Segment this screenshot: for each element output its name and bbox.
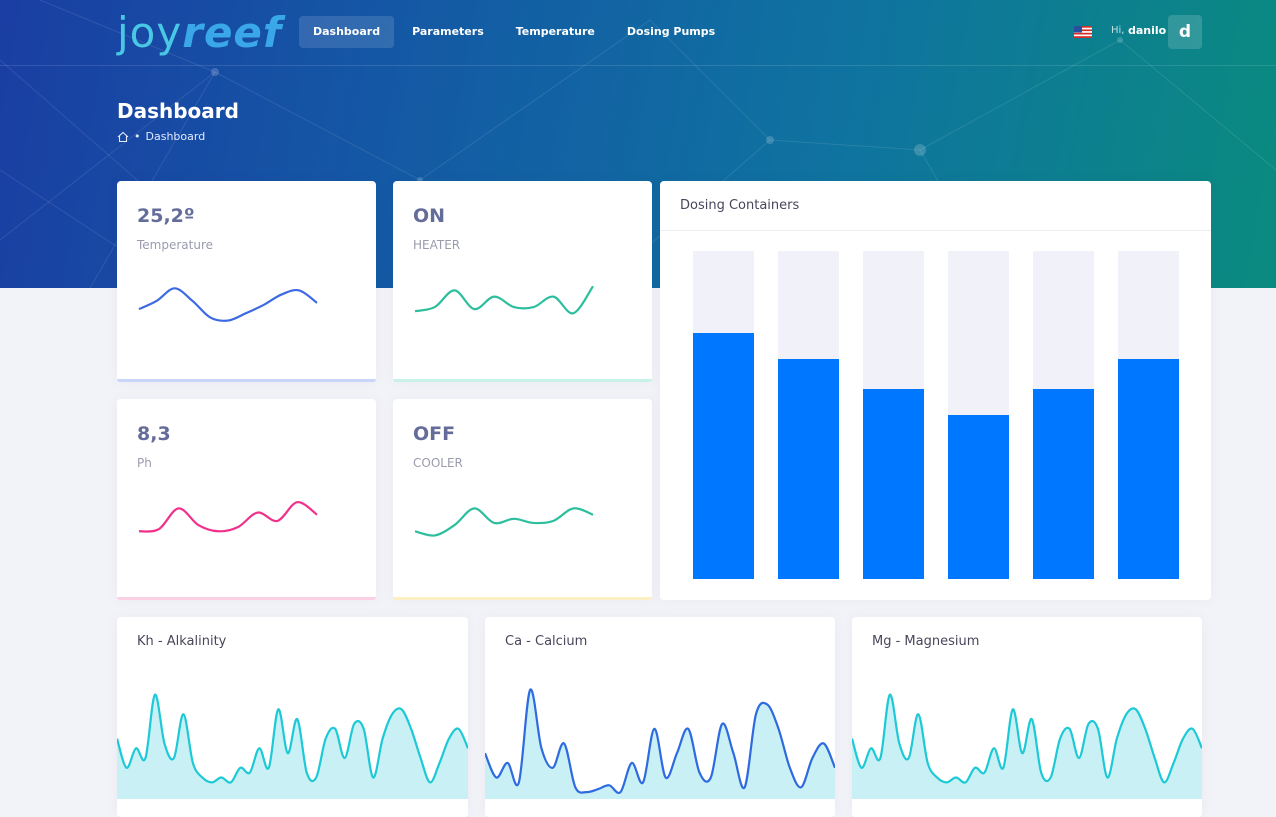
joyreef-logo[interactable]: joyreef xyxy=(117,8,282,58)
container-4-level-bar[interactable] xyxy=(948,415,1009,579)
avatar[interactable]: d xyxy=(1168,15,1202,49)
nav-temperature[interactable]: Temperature xyxy=(515,25,595,38)
container-1-level-bar[interactable] xyxy=(693,333,754,579)
alkalinity-card: Kh - Alkalinity xyxy=(117,617,468,817)
nav-parameters[interactable]: Parameters xyxy=(412,25,484,38)
heater-sparkline xyxy=(414,285,594,315)
breadcrumb: • Dashboard xyxy=(117,130,205,143)
us-flag-icon[interactable] xyxy=(1074,24,1092,40)
sparkline-series xyxy=(138,287,318,322)
nav-dashboard[interactable]: Dashboard xyxy=(299,16,395,48)
card-title: Dosing Containers xyxy=(680,198,800,213)
cooler-sparkline xyxy=(414,507,594,537)
sparkline-series xyxy=(414,507,594,537)
home-icon[interactable] xyxy=(117,131,129,143)
area-fill xyxy=(852,694,1202,799)
area-series-line xyxy=(485,688,835,795)
stat-value: ON xyxy=(413,205,446,227)
top-navigation-bar: joyreef Dashboard Parameters Temperature… xyxy=(0,0,1276,66)
ph-card: 8,3 Ph xyxy=(117,399,376,600)
stat-label: Ph xyxy=(137,456,152,470)
cooler-card: OFF COOLER xyxy=(393,399,652,600)
magnesium-chart xyxy=(852,693,1202,799)
breadcrumb-separator: • xyxy=(134,130,141,143)
stat-value: 8,3 xyxy=(137,423,171,445)
stat-label: COOLER xyxy=(413,456,463,470)
alkalinity-chart xyxy=(117,693,468,799)
temperature-sparkline xyxy=(138,287,318,322)
stat-value: 25,2º xyxy=(137,205,195,227)
area-series-line xyxy=(117,693,468,784)
sparkline-series xyxy=(414,285,594,315)
stat-label: HEATER xyxy=(413,238,461,252)
card-accent-line xyxy=(117,379,376,382)
logo-joy-text: joy xyxy=(117,8,183,57)
card-accent-line xyxy=(117,597,376,600)
card-title: Kh - Alkalinity xyxy=(137,634,227,649)
greeting-text: Hi, xyxy=(1111,25,1125,36)
calcium-chart xyxy=(485,688,835,799)
breadcrumb-dashboard[interactable]: Dashboard xyxy=(145,130,206,143)
stat-value: OFF xyxy=(413,423,456,445)
card-accent-line xyxy=(393,597,652,600)
username[interactable]: danilo xyxy=(1128,24,1167,37)
heater-card: ON HEATER xyxy=(393,181,652,382)
card-title: Mg - Magnesium xyxy=(872,634,980,649)
magnesium-card: Mg - Magnesium xyxy=(852,617,1202,817)
card-accent-line xyxy=(393,379,652,382)
area-series-line xyxy=(852,693,1202,784)
stat-label: Temperature xyxy=(137,238,214,252)
logo-reef-text: reef xyxy=(182,8,283,57)
container-6-level-bar[interactable] xyxy=(1118,359,1179,579)
container-2-level-bar[interactable] xyxy=(778,359,839,579)
temperature-card: 25,2º Temperature xyxy=(117,181,376,382)
ph-sparkline xyxy=(138,501,318,533)
container-5-level-bar[interactable] xyxy=(1033,388,1094,579)
card-title: Ca - Calcium xyxy=(505,634,588,649)
area-fill xyxy=(117,694,468,799)
dosing-card-header: Dosing Containers xyxy=(660,181,1211,231)
dosing-containers-card: Dosing Containers xyxy=(660,181,1211,600)
container-3-level-bar[interactable] xyxy=(863,388,924,579)
calcium-card: Ca - Calcium xyxy=(485,617,835,817)
main-menu: Dashboard Parameters Temperature Dosing … xyxy=(299,16,729,48)
page-title: Dashboard xyxy=(117,99,239,123)
nav-dosing-pumps[interactable]: Dosing Pumps xyxy=(626,25,716,38)
sparkline-series xyxy=(138,501,318,533)
